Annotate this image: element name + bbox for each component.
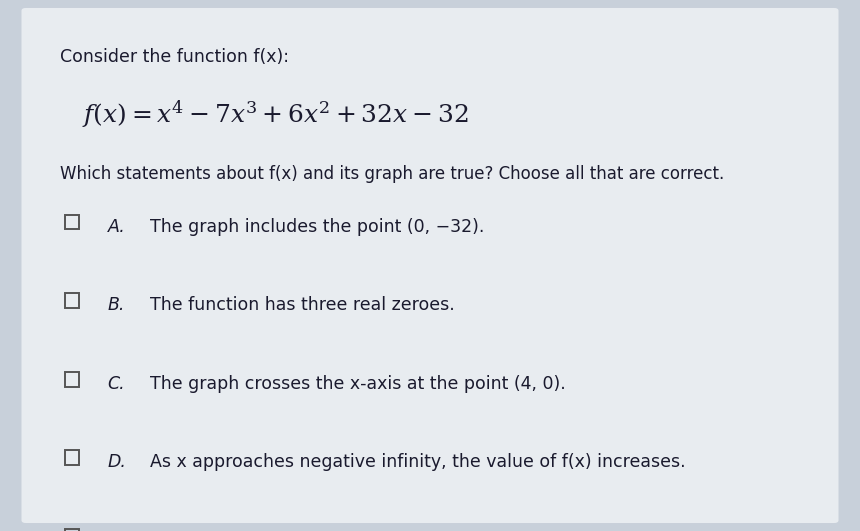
Text: As x approaches negative infinity, the value of f(x) increases.: As x approaches negative infinity, the v… xyxy=(150,453,686,472)
FancyBboxPatch shape xyxy=(22,8,838,523)
Text: The function has three real zeroes.: The function has three real zeroes. xyxy=(150,296,455,314)
Text: $f(x) = x^4 - 7x^3 + 6x^2 + 32x - 32$: $f(x) = x^4 - 7x^3 + 6x^2 + 32x - 32$ xyxy=(82,98,468,130)
Text: The graph includes the point (0, −32).: The graph includes the point (0, −32). xyxy=(150,218,485,236)
Text: A.: A. xyxy=(108,218,126,236)
Text: C.: C. xyxy=(108,375,125,393)
Text: D.: D. xyxy=(108,453,126,472)
Text: B.: B. xyxy=(108,296,125,314)
Text: The graph crosses the x-axis at the point (4, 0).: The graph crosses the x-axis at the poin… xyxy=(150,375,566,393)
Text: Which statements about f(x) and its graph are true? Choose all that are correct.: Which statements about f(x) and its grap… xyxy=(60,165,724,183)
Text: Consider the function f(x):: Consider the function f(x): xyxy=(60,48,289,66)
